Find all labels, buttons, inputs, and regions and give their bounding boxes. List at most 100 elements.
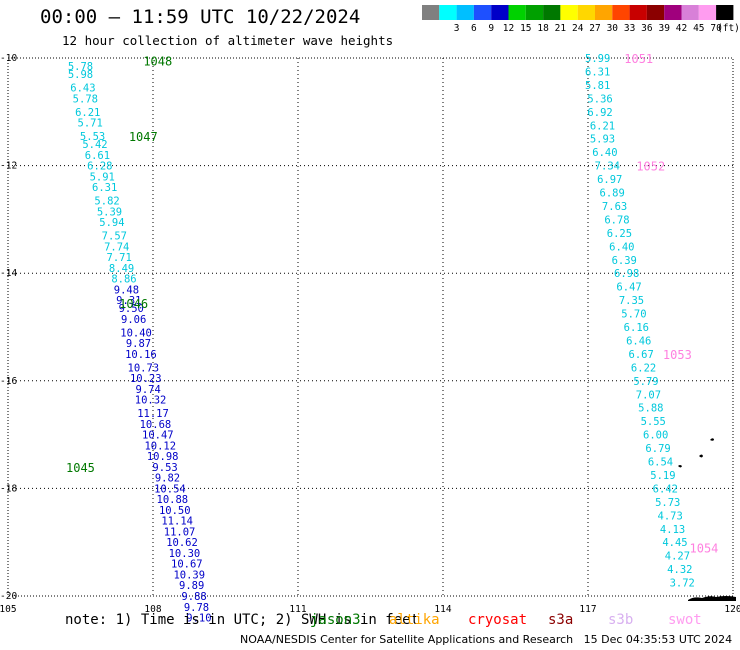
swh-value: 9.82 — [155, 473, 180, 485]
swh-value: 4.27 — [665, 551, 690, 563]
swh-value: 10.39 — [173, 569, 205, 581]
swh-value: 7.74 — [104, 241, 129, 253]
time-label: 1052 — [636, 160, 665, 174]
swh-value: 9.78 — [184, 602, 209, 614]
swh-value: 6.47 — [616, 282, 641, 294]
time-label: 1051 — [624, 52, 653, 66]
swh-value: 6.42 — [653, 483, 678, 495]
swh-value: 5.98 — [68, 69, 93, 81]
swh-value: 6.28 — [87, 161, 112, 173]
swh-value: 11.14 — [161, 516, 193, 528]
legend-swatch — [698, 5, 717, 20]
y-tick-label: -10 — [0, 53, 17, 64]
swh-value: 5.79 — [633, 376, 658, 388]
legend-swatch — [612, 5, 630, 20]
swh-value: 6.61 — [85, 150, 110, 162]
swh-value: 5.36 — [587, 93, 612, 105]
legend-tick-label: 6 — [471, 23, 477, 34]
swh-value: 5.71 — [78, 118, 103, 130]
legend-tick-label: 39 — [658, 23, 670, 34]
x-tick-label: 117 — [579, 604, 596, 615]
time-label: 1046 — [119, 297, 148, 311]
legend-tick-label: 45 — [693, 23, 704, 34]
swh-value: 6.67 — [629, 349, 654, 361]
swh-value: 5.53 — [80, 131, 105, 143]
swh-value: 7.35 — [619, 295, 644, 307]
swh-value: 8.86 — [111, 274, 136, 286]
swh-value: 5.19 — [650, 470, 675, 482]
time-label: 1054 — [690, 542, 719, 556]
legend-unit-label: (ft) — [717, 23, 740, 34]
page-title: 00:00 – 11:59 UTC 10/22/2024 — [40, 6, 361, 28]
credit-line: NOAA/NESDIS Center for Satellite Applica… — [240, 633, 732, 646]
satellite-label-swot: swot — [668, 612, 702, 628]
legend-swatch — [456, 5, 474, 20]
swh-value: 7.34 — [595, 161, 620, 173]
swh-value: 6.31 — [585, 66, 610, 78]
swh-value: 3.72 — [670, 578, 695, 590]
swh-value: 10.32 — [135, 395, 167, 407]
swh-value: 4.73 — [658, 510, 683, 522]
swh-value: 9.10 — [186, 613, 211, 625]
swh-value: 5.93 — [590, 134, 615, 146]
swh-value: 4.45 — [662, 537, 687, 549]
swh-value: 5.81 — [585, 80, 610, 92]
swh-value: 9.31 — [116, 295, 141, 307]
swh-value: 6.40 — [609, 241, 634, 253]
y-tick-label: -14 — [0, 268, 17, 279]
swh-value: 6.21 — [75, 107, 100, 119]
legend-tick-label: 12 — [503, 23, 514, 34]
swh-value: 10.16 — [125, 349, 157, 361]
swh-value: 5.78 — [68, 61, 93, 73]
satellite-label-cryosat: cryosat — [468, 612, 528, 628]
swh-value: 6.92 — [587, 107, 612, 119]
swh-value: 7.63 — [602, 201, 627, 213]
swh-value: 6.16 — [624, 322, 649, 334]
map-border — [7, 57, 734, 597]
swh-value: 6.98 — [614, 268, 639, 280]
swh-value: 10.47 — [142, 430, 174, 442]
swh-value: 10.12 — [144, 440, 176, 452]
legend-swatch — [543, 5, 561, 20]
altimeter-tracks: 5.785.986.435.786.215.715.535.426.616.28… — [68, 53, 695, 625]
swh-value: 6.43 — [70, 83, 95, 95]
swh-value: 7.71 — [107, 252, 132, 264]
swh-value: 10.54 — [154, 483, 186, 495]
swh-value: 5.91 — [90, 171, 115, 183]
time-label: 1045 — [66, 461, 95, 475]
x-tick-label: 105 — [0, 604, 17, 615]
swh-value: 9.48 — [114, 284, 139, 296]
swh-value: 7.57 — [102, 231, 127, 243]
swh-value: 6.89 — [600, 188, 625, 200]
swh-value: 7.07 — [636, 389, 661, 401]
swh-value: 10.40 — [120, 327, 152, 339]
legend-tick-label: 24 — [572, 23, 584, 34]
swh-value: 10.68 — [140, 419, 172, 431]
swh-value: 10.23 — [130, 373, 162, 385]
swh-value: 6.79 — [645, 443, 670, 455]
swh-value: 6.46 — [626, 335, 651, 347]
x-tick-label: 111 — [289, 604, 306, 615]
swh-value: 10.88 — [157, 494, 189, 506]
y-tick-label: -20 — [0, 591, 17, 602]
swh-value: 9.88 — [181, 591, 206, 603]
coastline — [688, 596, 736, 601]
legend-swatch — [716, 5, 734, 20]
swh-value: 6.21 — [590, 120, 615, 132]
color-legend: 3 6 9 12 15 18 21 24 27 30 33 36 39 42 45 70(ft) — [422, 5, 740, 34]
time-labels: 1048 1047 1046 1045 1051 1052 1053 1054 — [66, 52, 718, 556]
legend-tick-label: 18 — [537, 23, 549, 34]
island-outlines — [678, 438, 736, 601]
swh-value: 4.13 — [660, 524, 685, 536]
satellite-label-s3b: s3b — [608, 612, 634, 628]
island-shape — [710, 438, 714, 441]
legend-tick-label: 33 — [624, 23, 635, 34]
swh-value: 9.87 — [126, 338, 151, 350]
legend-swatch — [681, 5, 699, 20]
swh-value: 6.39 — [612, 255, 637, 267]
swh-value: 5.39 — [97, 206, 122, 218]
swh-value: 10.73 — [128, 362, 160, 374]
island-shape — [678, 465, 682, 468]
swh-value: 5.82 — [94, 196, 119, 208]
